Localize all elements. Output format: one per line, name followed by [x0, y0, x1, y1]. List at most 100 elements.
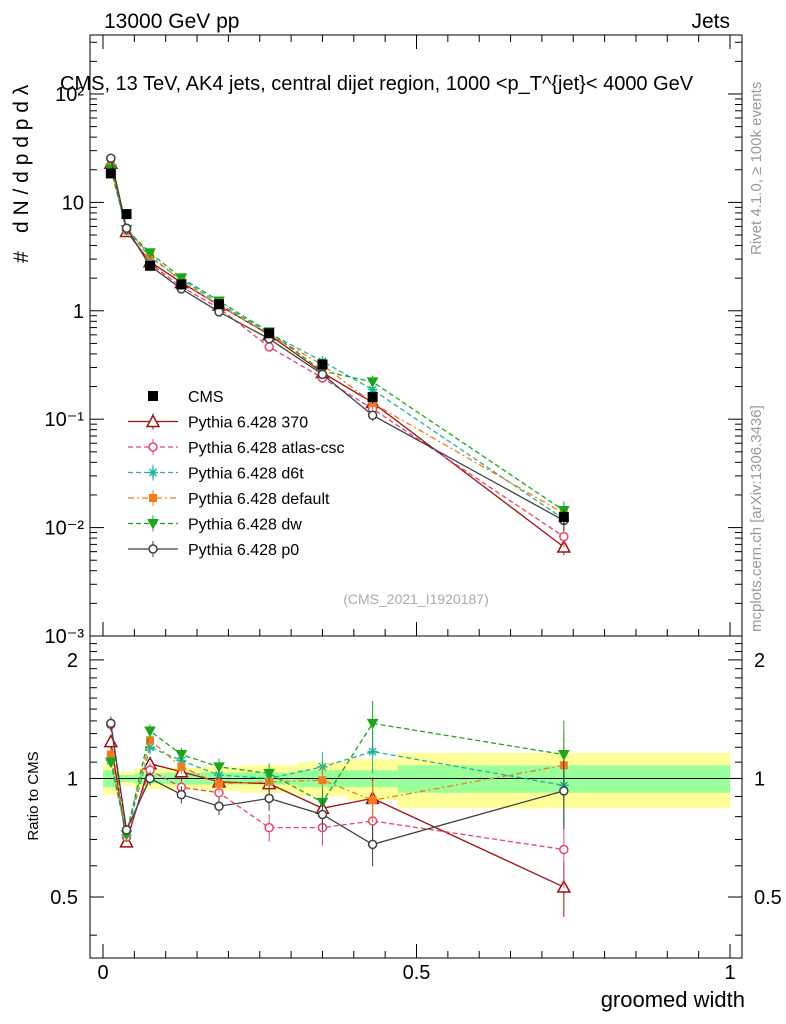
series-point-lower	[367, 839, 378, 850]
series-line-upper	[110, 168, 565, 520]
data-point	[367, 392, 378, 403]
series-line-upper	[110, 163, 565, 548]
legend-item: CMS	[148, 389, 224, 406]
series-layer	[103, 153, 572, 917]
legend: CMS Pythia 6.428 370 Pythia 6.428 atlas-cs…	[128, 389, 345, 559]
series-cms-data	[105, 168, 569, 525]
series-point-lower	[144, 726, 156, 737]
series-line-upper	[110, 168, 565, 512]
x-axis-title: groomed width	[601, 987, 745, 1012]
data-point	[317, 359, 328, 370]
legend-item: Pythia 6.428 dw	[128, 515, 302, 534]
series-point-lower	[146, 736, 155, 745]
side-label-mcplots: mcplots.cern.ch [arXiv:1306.3436]	[748, 405, 765, 632]
series-line-upper	[110, 158, 565, 538]
y-tick-label-lower-right: 2	[754, 650, 765, 672]
series-point-lower	[121, 825, 132, 835]
series-point-upper	[366, 377, 379, 388]
series-point-upper	[144, 248, 156, 259]
y-title-frac2: d N / d p d p d λ	[10, 84, 33, 233]
chart-title: CMS, 13 TeV, AK4 jets, central dijet reg…	[60, 73, 694, 95]
legend-item: Pythia 6.428 default	[128, 490, 330, 508]
legend-label: Pythia 6.428 370	[188, 415, 308, 432]
series-point-upper	[317, 369, 328, 380]
series-point-lower	[559, 844, 569, 855]
series-point-lower	[103, 734, 119, 748]
series-point-lower	[106, 750, 115, 759]
series-line-upper	[110, 158, 565, 522]
legend-item: Pythia 6.428 d6t	[128, 464, 304, 483]
series-pythia-6-428-dw	[104, 164, 570, 841]
y-tick-label-upper: 10²	[55, 84, 84, 106]
legend-label: Pythia 6.428 dw	[188, 517, 302, 534]
data-point	[176, 279, 187, 290]
header-right: Jets	[691, 10, 730, 33]
x-tick-label: 1	[724, 962, 735, 984]
series-point-upper	[559, 531, 569, 542]
y-tick-label-upper: 10⁻¹	[45, 409, 85, 431]
legend-marker	[148, 544, 158, 554]
series-point-lower	[106, 718, 116, 729]
data-point	[558, 512, 569, 523]
legend-item: Pythia 6.428 p0	[128, 541, 299, 559]
series-point-lower	[104, 757, 117, 769]
lower-panel	[90, 753, 742, 809]
y-tick-label-upper: 10⁻³	[45, 626, 85, 648]
series-point-lower	[145, 742, 156, 753]
series-pythia-6-428-default	[106, 162, 568, 838]
legend-marker	[147, 519, 159, 530]
y-tick-label-lower-right: 1	[754, 768, 765, 790]
series-point-lower	[559, 786, 569, 796]
y-title-lower: Ratio to CMS	[25, 751, 42, 840]
legend-label: Pythia 6.428 p0	[188, 542, 299, 559]
series-point-lower	[368, 796, 377, 805]
series-point-upper	[367, 410, 378, 420]
series-point-lower	[264, 793, 274, 804]
y-tick-label-lower-right: 0.5	[754, 887, 782, 909]
series-point-lower	[367, 746, 378, 757]
y-tick-label-upper: 10⁻²	[45, 518, 85, 540]
y-tick-label-lower: 2	[67, 650, 78, 672]
y-tick-label-lower: 0.5	[50, 887, 78, 909]
y-axis-title-upper: # d N / d p d p d λ	[10, 84, 33, 263]
legend-marker	[145, 413, 161, 428]
series-point-lower	[214, 779, 223, 788]
header-left: 13000 GeV pp	[104, 10, 239, 33]
series-point-lower	[214, 801, 224, 811]
x-tick-label: 0	[97, 962, 108, 984]
legend-marker	[148, 442, 158, 452]
data-point	[121, 209, 132, 220]
series-point-lower	[557, 750, 570, 761]
legend-marker	[149, 494, 157, 502]
y-tick-label-upper: 10	[62, 192, 84, 214]
series-point-lower	[213, 762, 225, 773]
series-point-lower	[145, 773, 155, 784]
series-point-lower	[317, 809, 328, 820]
data-point	[264, 328, 275, 339]
series-point-lower	[263, 768, 276, 780]
data-point	[105, 168, 116, 179]
series-point-lower	[177, 762, 186, 771]
x-tick-label: 0.5	[403, 962, 431, 984]
series-point-lower	[318, 776, 327, 785]
data-point	[213, 299, 224, 310]
legend-label: Pythia 6.428 atlas-csc	[188, 440, 345, 457]
legend-item: Pythia 6.428 atlas-csc	[128, 439, 345, 457]
y-title-frac1: #	[10, 251, 33, 263]
series-point-upper	[121, 223, 132, 234]
legend-label: CMS	[188, 389, 224, 406]
axis-ticks: 10⁻³ 10⁻² 10⁻¹ 1 10 10² 0.5 0.5 1 1 2 2 0 0.5 1	[45, 35, 782, 984]
series-point-lower	[264, 822, 274, 833]
legend-label: Pythia 6.428 d6t	[188, 466, 304, 483]
legend-marker	[148, 391, 158, 401]
legend-item: Pythia 6.428 370	[128, 413, 308, 432]
watermark: (CMS_2021_I1920187)	[343, 591, 489, 607]
legend-marker	[148, 467, 158, 478]
series-point-lower	[366, 718, 379, 730]
series-point-upper	[106, 153, 116, 164]
series-point-lower	[175, 750, 188, 761]
series-point-upper	[264, 342, 274, 352]
data-point	[145, 260, 156, 271]
y-tick-label-lower: 1	[67, 768, 78, 790]
